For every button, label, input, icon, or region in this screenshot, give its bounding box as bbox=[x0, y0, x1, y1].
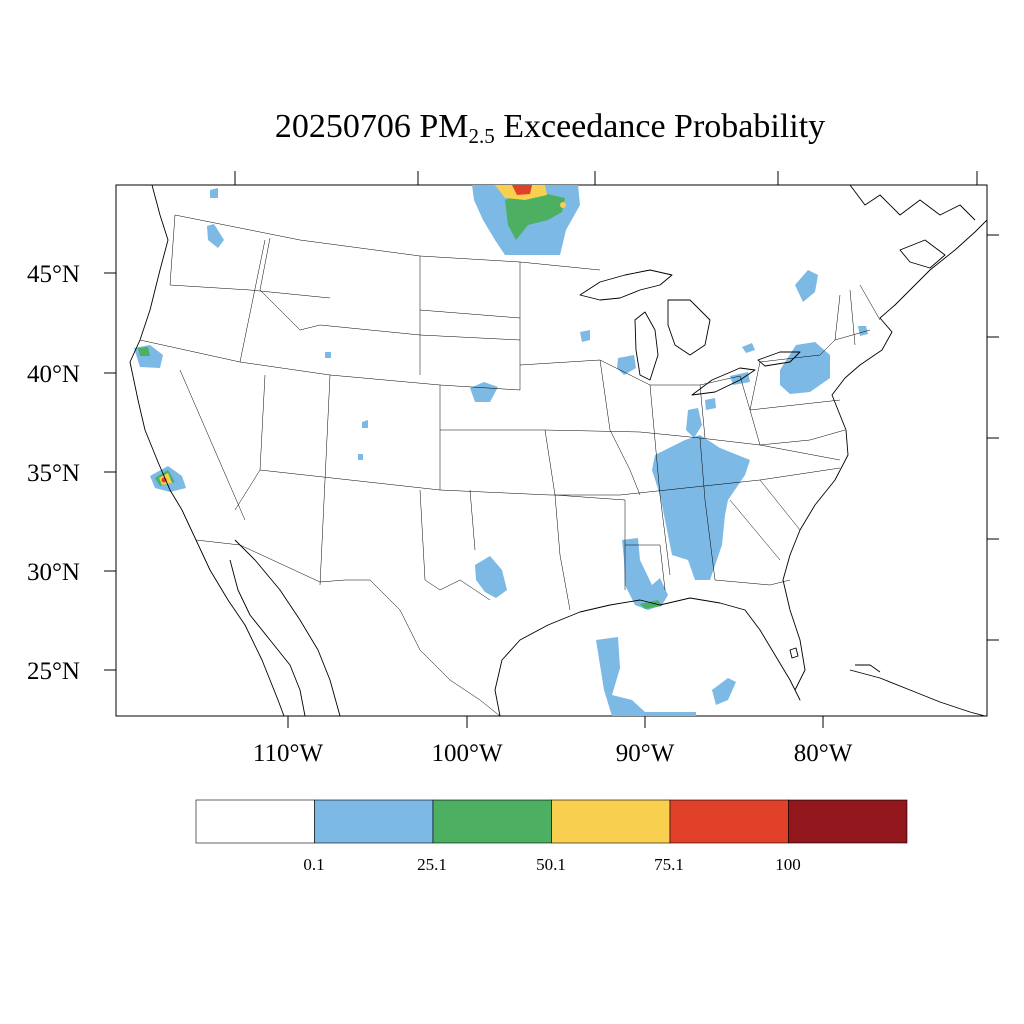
map-title: 20250706 PM2.5 Exceedance Probability bbox=[274, 108, 826, 148]
plume-wisc bbox=[580, 330, 590, 342]
probability-shading bbox=[134, 185, 868, 716]
plume-north-california-green bbox=[138, 347, 150, 356]
lon-label-90w: 90°W bbox=[616, 740, 675, 767]
plume-texas bbox=[475, 556, 507, 598]
plume-kentucky-strand bbox=[686, 408, 702, 438]
plume-wyoming bbox=[325, 352, 331, 358]
plume-colorado bbox=[362, 420, 368, 428]
colorbar-label-3: 75.1 bbox=[654, 855, 684, 874]
canada-coast bbox=[849, 185, 976, 221]
colorbar-swatch-2 bbox=[432, 799, 552, 844]
colorbar-label-0: 0.1 bbox=[303, 855, 324, 874]
plume-wa-north bbox=[210, 188, 218, 198]
newfoundland bbox=[899, 239, 946, 269]
plume-gulf bbox=[596, 637, 696, 716]
state-borders bbox=[139, 214, 881, 716]
lon-label-100w: 100°W bbox=[431, 740, 502, 767]
plume-ohio-dot bbox=[705, 398, 716, 410]
lake-superior bbox=[579, 269, 673, 301]
baja-gulf-coast bbox=[229, 559, 306, 716]
plume-ohio bbox=[730, 372, 750, 385]
plume-gulf-east bbox=[712, 678, 736, 705]
lat-label-25: 25°N bbox=[27, 658, 80, 685]
map-frame bbox=[115, 184, 988, 717]
baja-west-coast bbox=[195, 539, 285, 716]
mexico-border bbox=[195, 539, 501, 716]
plume-louisiana-green bbox=[640, 600, 662, 609]
colorbar-swatch-1 bbox=[314, 799, 434, 844]
plume-north-dakota-red bbox=[512, 185, 532, 195]
colorbar-label-1: 25.1 bbox=[417, 855, 447, 874]
coastlines bbox=[129, 185, 987, 716]
gulf-coast bbox=[494, 529, 806, 716]
cuba bbox=[849, 669, 986, 716]
plume-northeast bbox=[780, 342, 830, 394]
plume-illinois bbox=[617, 355, 636, 375]
lake-erie bbox=[691, 367, 756, 396]
plume-nm bbox=[358, 454, 363, 460]
plume-north-dakota-green bbox=[505, 190, 565, 240]
lat-ticks bbox=[104, 171, 999, 728]
lon-label-80w: 80°W bbox=[794, 740, 853, 767]
colorbar-swatch-5 bbox=[788, 799, 908, 844]
lat-label-35: 35°N bbox=[27, 460, 80, 487]
colorbar-label-2: 50.1 bbox=[536, 855, 566, 874]
colorbar bbox=[195, 799, 908, 844]
colorbar-swatch-3 bbox=[551, 799, 671, 844]
plume-mississippi bbox=[622, 538, 668, 610]
plume-nebraska bbox=[470, 382, 498, 402]
lat-label-40: 40°N bbox=[27, 361, 80, 388]
pacific-coast bbox=[129, 185, 197, 541]
plume-ontario bbox=[742, 343, 755, 353]
plume-mass bbox=[858, 326, 868, 336]
plume-southeast bbox=[652, 435, 750, 580]
plume-washington bbox=[207, 224, 224, 248]
lake-huron bbox=[667, 299, 711, 356]
colorbar-swatch-4 bbox=[669, 799, 789, 844]
colorbar-swatch-0 bbox=[195, 799, 315, 844]
colorbar-label-4: 100 bbox=[775, 855, 801, 874]
lake-michigan bbox=[634, 311, 659, 381]
lat-label-30: 30°N bbox=[27, 559, 80, 586]
mexico-pacific bbox=[234, 539, 341, 716]
plume-north-dakota-dot bbox=[560, 202, 566, 208]
plume-maine bbox=[795, 270, 818, 302]
lake-ontario bbox=[757, 351, 801, 367]
atlantic-coast bbox=[799, 219, 987, 531]
lat-label-45: 45°N bbox=[27, 261, 80, 288]
lon-label-110w: 110°W bbox=[253, 740, 324, 767]
